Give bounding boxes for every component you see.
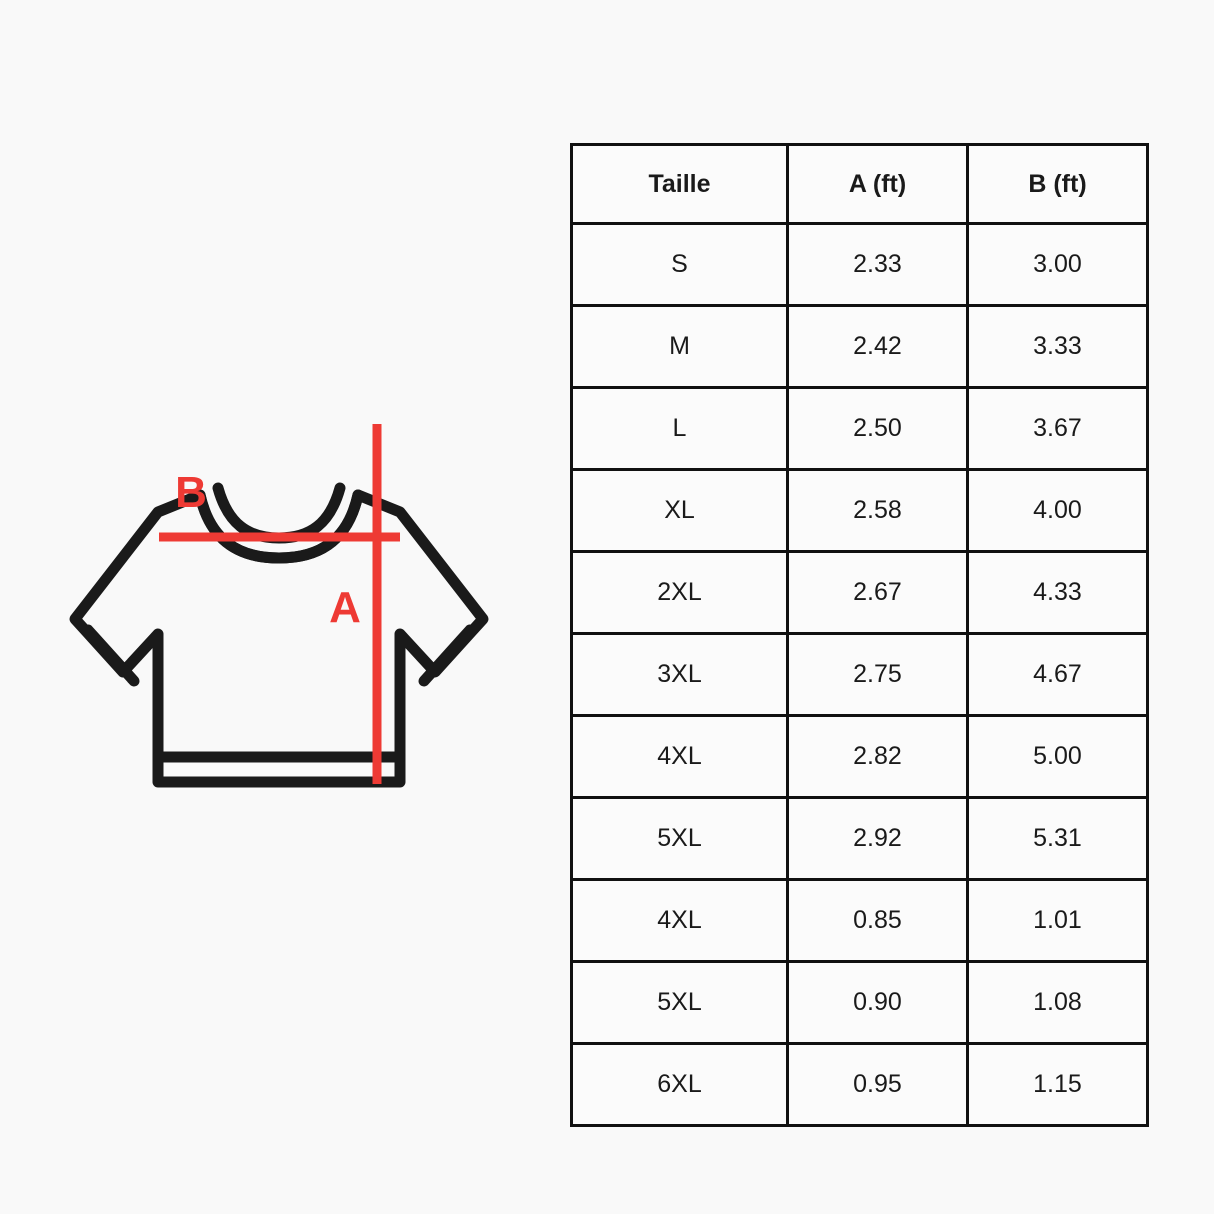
- left-sleeve-cuff-line: [82, 624, 140, 687]
- cell-a: 0.95: [786, 1042, 969, 1127]
- cell-size: 6XL: [570, 1042, 789, 1127]
- cell-size: 4XL: [570, 714, 789, 799]
- cell-b: 1.01: [966, 878, 1149, 963]
- cell-a: 0.85: [786, 878, 969, 963]
- cell-a: 2.67: [786, 550, 969, 635]
- cell-size: 5XL: [570, 960, 789, 1045]
- right-sleeve-cuff-line: [418, 624, 476, 687]
- table-row: 4XL 2.82 5.00: [570, 714, 1149, 799]
- cell-size: 5XL: [570, 796, 789, 881]
- cell-size: 4XL: [570, 878, 789, 963]
- cell-a: 0.90: [786, 960, 969, 1045]
- column-header-b: B (ft): [966, 143, 1149, 225]
- cell-b: 5.31: [966, 796, 1149, 881]
- collar-outer-path: [194, 489, 364, 564]
- table-body: S 2.33 3.00 M 2.42 3.33 L 2.50 3.67 XL 2.58 4.00 2XL…: [570, 222, 1149, 1127]
- cell-a: 2.33: [786, 222, 969, 307]
- cell-b: 3.00: [966, 222, 1149, 307]
- cell-b: 4.33: [966, 550, 1149, 635]
- cell-size: 3XL: [570, 632, 789, 717]
- cell-b: 3.33: [966, 304, 1149, 389]
- t-shirt-svg: B A: [69, 424, 489, 788]
- cell-b: 1.15: [966, 1042, 1149, 1127]
- column-header-size: Taille: [570, 143, 789, 225]
- table-row: 2XL 2.67 4.33: [570, 550, 1149, 635]
- cell-b: 1.08: [966, 960, 1149, 1045]
- table-row: 3XL 2.75 4.67: [570, 632, 1149, 717]
- cell-size: 2XL: [570, 550, 789, 635]
- table-row: 5XL 2.92 5.31: [570, 796, 1149, 881]
- cell-a: 2.50: [786, 386, 969, 471]
- cell-b: 3.67: [966, 386, 1149, 471]
- table-row: 5XL 0.90 1.08: [570, 960, 1149, 1045]
- table-row: 4XL 0.85 1.01: [570, 878, 1149, 963]
- cell-a: 2.42: [786, 304, 969, 389]
- table-row: M 2.42 3.33: [570, 304, 1149, 389]
- cell-size: XL: [570, 468, 789, 553]
- table-row: S 2.33 3.00: [570, 222, 1149, 307]
- shirt-outline-group: [69, 482, 489, 788]
- measurement-label-a: A: [329, 583, 361, 632]
- table-header: Taille A (ft) B (ft): [570, 143, 1149, 225]
- cell-size: S: [570, 222, 789, 307]
- collar-inner-path: [212, 482, 346, 544]
- cell-size: L: [570, 386, 789, 471]
- cell-b: 5.00: [966, 714, 1149, 799]
- measurement-label-b: B: [175, 468, 207, 517]
- cell-b: 4.67: [966, 632, 1149, 717]
- table-row: XL 2.58 4.00: [570, 468, 1149, 553]
- cell-a: 2.82: [786, 714, 969, 799]
- table-header-row: Taille A (ft) B (ft): [570, 143, 1149, 225]
- cell-b: 4.00: [966, 468, 1149, 553]
- cell-a: 2.58: [786, 468, 969, 553]
- size-table-container: Taille A (ft) B (ft) S 2.33 3.00 M 2.42 3.33 L…: [570, 143, 1149, 1127]
- table-row: 6XL 0.95 1.15: [570, 1042, 1149, 1127]
- cell-a: 2.92: [786, 796, 969, 881]
- cell-a: 2.75: [786, 632, 969, 717]
- table-row: L 2.50 3.67: [570, 386, 1149, 471]
- measurement-lines-group: [159, 424, 400, 784]
- cell-size: M: [570, 304, 789, 389]
- size-chart-table: Taille A (ft) B (ft) S 2.33 3.00 M 2.42 3.33 L…: [570, 143, 1149, 1127]
- t-shirt-diagram: B A: [48, 372, 508, 832]
- column-header-a: A (ft): [786, 143, 969, 225]
